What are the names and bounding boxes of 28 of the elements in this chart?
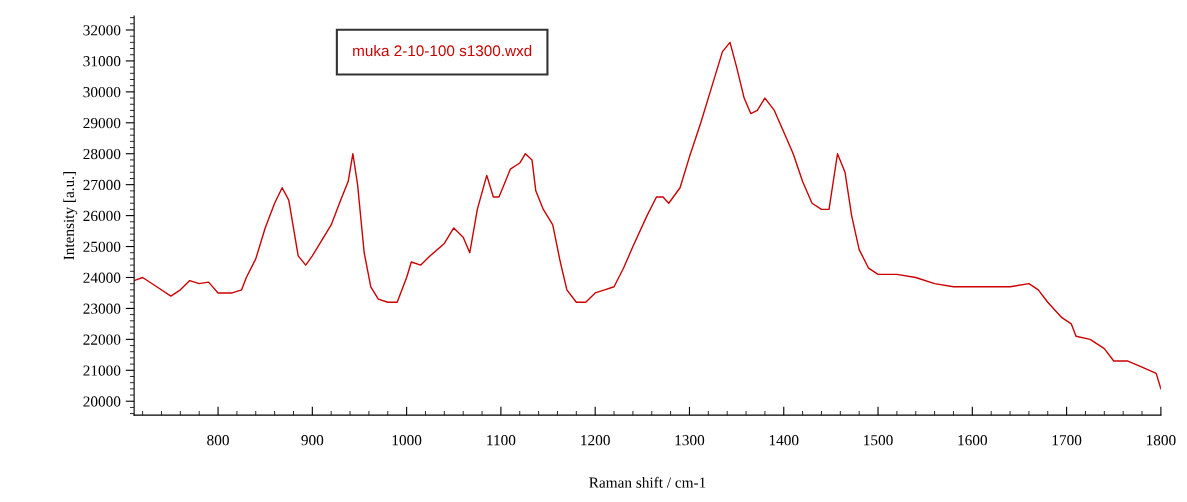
y-tick-label: 21000 [83,365,121,376]
x-tick-label: 1600 [958,435,988,446]
y-tick-label: 29000 [83,117,121,129]
y-tick-label: 31000 [83,56,121,67]
x-tick-label: 900 [301,435,324,446]
y-tick-label: 22000 [83,334,121,345]
text: muka 2-10-100 s1300.wxd [353,44,532,57]
y-tick-label: 30000 [83,87,121,98]
y-tick-label: 20000 [83,396,121,407]
y-tick-label: 24000 [83,272,121,283]
y-tick-label: 32000 [83,25,121,36]
x-tick-label: 1800 [1146,435,1176,446]
x-tick-label: 800 [207,435,229,446]
y-tick-label: 26000 [83,210,121,222]
y-tick-label: 25000 [83,241,121,252]
y-tick-label: 27000 [83,179,121,191]
y-tick-label: 23000 [83,303,121,314]
line-series [134,41,1161,390]
x-tick-label: 1200 [581,435,610,446]
x-tick-label: 1400 [769,435,799,446]
x-tick-label: 1300 [675,435,705,446]
y-tick-label: 28000 [83,148,121,160]
x-tick-label: 1700 [1052,435,1082,446]
x-tick-label: 1100 [487,435,516,446]
y-axis-title: Intensity [a.u.] [63,171,78,260]
x-tick-label: 1000 [392,435,422,446]
x-axis-title: Raman shift / cm-1 [589,476,706,488]
x-tick-label: 1500 [864,435,893,446]
